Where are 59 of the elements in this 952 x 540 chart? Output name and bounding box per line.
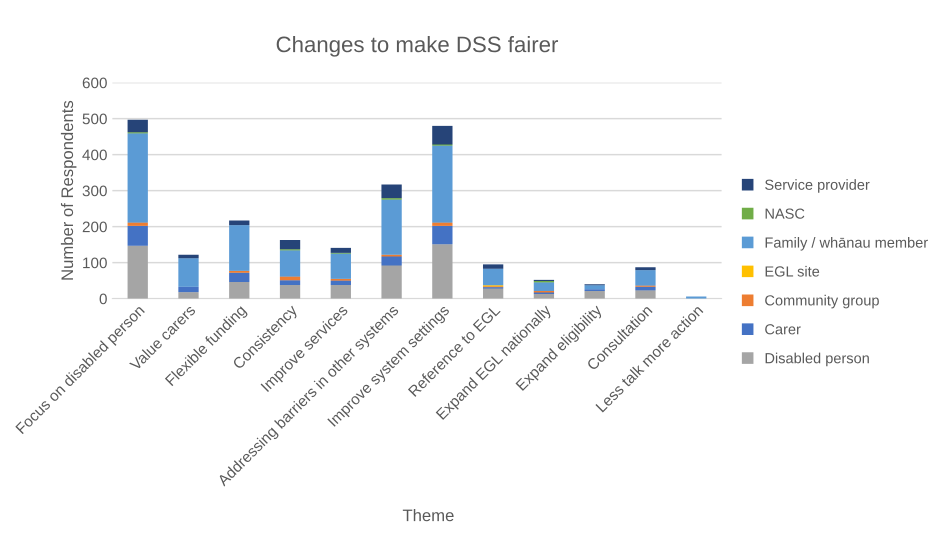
bar bbox=[229, 272, 250, 282]
bar bbox=[432, 222, 453, 226]
bar bbox=[178, 292, 199, 299]
bar bbox=[128, 120, 148, 132]
bar bbox=[280, 250, 300, 277]
bar bbox=[534, 294, 554, 299]
bar bbox=[330, 254, 351, 279]
y-tick-label: 500 bbox=[82, 113, 107, 124]
bar bbox=[381, 266, 402, 299]
legend-label: Community group bbox=[765, 294, 879, 308]
bar bbox=[482, 268, 504, 286]
bar bbox=[330, 280, 351, 285]
bar bbox=[229, 225, 250, 271]
bar bbox=[432, 146, 453, 223]
y-tick-label: 300 bbox=[82, 185, 107, 196]
y-axis-title: Number of Respondents bbox=[60, 100, 76, 280]
y-tick-label: 0 bbox=[100, 293, 107, 304]
bar bbox=[635, 286, 656, 290]
bar bbox=[381, 200, 402, 255]
bar bbox=[280, 240, 300, 250]
legend-label: NASC bbox=[766, 208, 804, 219]
bar bbox=[178, 254, 199, 258]
legend-label: Disabled person bbox=[766, 352, 869, 366]
bar bbox=[381, 256, 402, 266]
bar bbox=[280, 276, 300, 280]
bar bbox=[381, 184, 402, 198]
bar bbox=[128, 246, 148, 299]
bar bbox=[432, 126, 453, 145]
y-tick-label: 200 bbox=[82, 221, 107, 232]
bar bbox=[432, 244, 453, 299]
bar bbox=[482, 264, 504, 269]
y-tick-label: 400 bbox=[82, 149, 107, 160]
legend-label: Family / whānau member bbox=[766, 236, 928, 251]
bar bbox=[584, 291, 605, 299]
bar bbox=[229, 220, 250, 226]
legend-label: Carer bbox=[765, 324, 801, 334]
y-tick-label: 600 bbox=[82, 77, 107, 88]
y-tick-label: 100 bbox=[83, 257, 107, 268]
bar bbox=[482, 288, 504, 299]
bar bbox=[330, 248, 351, 253]
bar bbox=[534, 282, 554, 292]
bar bbox=[128, 133, 148, 223]
bar bbox=[128, 226, 148, 246]
bar bbox=[635, 290, 656, 299]
bar bbox=[229, 282, 250, 299]
bar bbox=[178, 258, 199, 287]
bar bbox=[330, 284, 351, 299]
bar bbox=[432, 226, 453, 244]
legend-label: Service provider bbox=[765, 179, 870, 193]
bar bbox=[280, 280, 300, 285]
legend-label: EGL site bbox=[766, 266, 820, 277]
x-axis-title: Theme bbox=[402, 509, 454, 522]
bar bbox=[178, 286, 199, 292]
bar bbox=[128, 222, 148, 226]
bar bbox=[584, 285, 605, 290]
chart-title: Changes to make DSS fairer bbox=[276, 36, 558, 57]
bar bbox=[635, 270, 656, 286]
bar bbox=[280, 284, 300, 299]
bar bbox=[686, 296, 706, 299]
